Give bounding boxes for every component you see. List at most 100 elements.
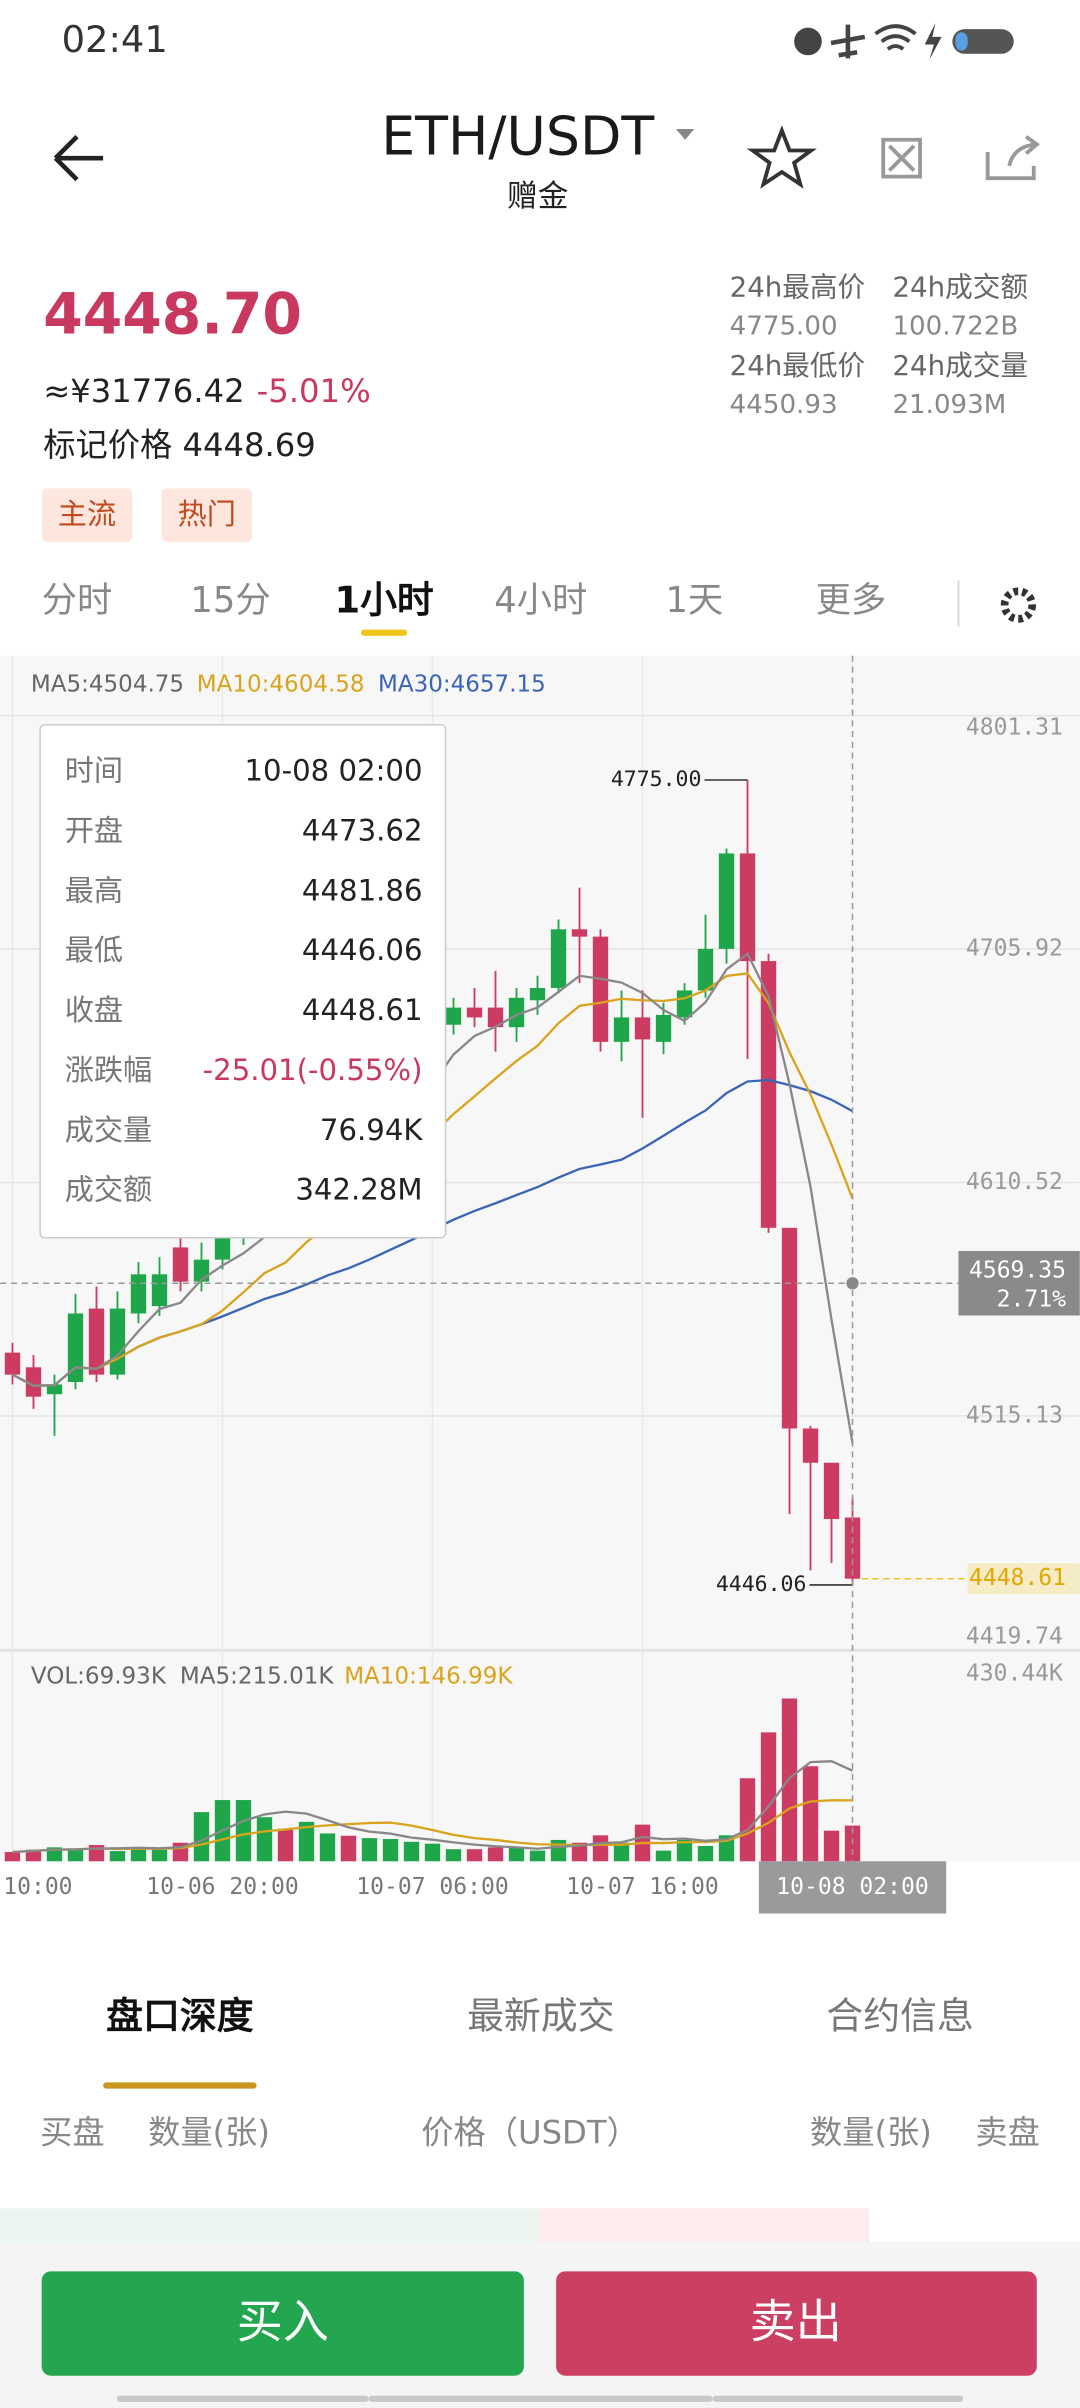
last-price-box (967, 1563, 1080, 1595)
stat-label: 24h最高价 (730, 271, 866, 304)
book-tab-underline (103, 2082, 257, 2089)
volume-bar (676, 1839, 693, 1862)
volume-bar (67, 1848, 84, 1862)
buy-button[interactable] (41, 2271, 524, 2376)
stat-label: 24h成交额 (892, 271, 1028, 304)
candle-body (67, 1313, 84, 1382)
tooltip-value: 76.94K (320, 1113, 423, 1147)
volume-bar (298, 1821, 315, 1862)
volume-bar (823, 1830, 840, 1862)
candle-body (487, 1007, 504, 1028)
book-tab[interactable]: 盘口深度 (106, 1994, 254, 2037)
tooltip (39, 724, 447, 1239)
book-header: 数量(张) (148, 2114, 270, 2152)
timeframe-tab[interactable]: 更多 (816, 580, 887, 621)
book-header: 买盘 (40, 2114, 105, 2152)
favorite-button[interactable] (746, 125, 817, 189)
tag-label: 热门 (178, 497, 236, 531)
tag-chip (161, 488, 253, 543)
ma-legend: MA10:4604.58 (197, 671, 365, 697)
stat-value: 4775.00 (730, 312, 838, 342)
volume-bar (382, 1839, 399, 1862)
volume-bar (25, 1849, 42, 1862)
vol-legend: MA10:146.99K (344, 1664, 513, 1690)
settings-hub (1013, 600, 1023, 610)
tooltip-value: 4481.86 (302, 873, 423, 907)
pair-dropdown[interactable] (675, 129, 695, 140)
timeframe-tab[interactable]: 1小时 (334, 579, 433, 622)
stat-value: 21.093M (892, 390, 1006, 420)
volume-bar (508, 1847, 525, 1862)
tooltip-label: 成交量 (65, 1113, 152, 1147)
crosshair-price: 4569.35 (969, 1257, 1066, 1283)
candle-body (760, 961, 777, 1228)
candle-body (508, 997, 525, 1028)
tooltip-label: 成交额 (65, 1173, 152, 1207)
candle-body (718, 853, 735, 949)
vol-legend: MA5:215.01K (180, 1664, 335, 1690)
fullscreen-button[interactable] (881, 137, 923, 179)
candle-body (214, 1237, 231, 1260)
candle-body (571, 929, 588, 937)
timeframe-tab[interactable]: 1天 (665, 580, 723, 621)
volume-bar (361, 1838, 378, 1862)
tooltip-value: 4446.06 (302, 933, 423, 967)
buy-label: 买入 (237, 2295, 329, 2349)
share-button[interactable] (985, 135, 1040, 181)
tooltip-value: 342.28M (295, 1173, 422, 1207)
candle-body (697, 948, 714, 991)
sell-button[interactable] (556, 2271, 1037, 2376)
candle-body (151, 1274, 168, 1307)
volume-bar (466, 1849, 483, 1862)
candle-body (172, 1247, 189, 1282)
volume-bar (571, 1842, 588, 1862)
price-change: -5.01% (257, 372, 371, 410)
tooltip-label: 开盘 (65, 813, 123, 847)
settings-button[interactable] (1000, 587, 1037, 623)
cny-price: ≈¥31776.42 (43, 372, 244, 410)
volume-bar (529, 1850, 546, 1862)
book-tab[interactable]: 合约信息 (826, 1994, 973, 2037)
timeframe-tab[interactable]: 15分 (190, 580, 270, 621)
stat-label: 24h成交量 (892, 349, 1028, 382)
candle-body (781, 1227, 798, 1429)
crosshair-dot (846, 1277, 859, 1290)
crosshair-time: 10-08 02:00 (776, 1874, 928, 1900)
wifi-icon (874, 24, 917, 51)
ma-legend: MA30:4657.15 (378, 671, 546, 697)
candle-body (46, 1384, 63, 1395)
pair-subtitle: 赠金 (507, 179, 568, 215)
candle-body (529, 988, 546, 1001)
tooltip-value: 4473.62 (302, 813, 423, 847)
volume-bar (235, 1800, 252, 1862)
candle-body (802, 1428, 819, 1463)
candle-body (109, 1308, 126, 1375)
stat-label: 24h最低价 (730, 349, 866, 382)
timeframe-underline (361, 629, 408, 636)
vol-ma5-line (12, 1760, 853, 1854)
volume-bar (151, 1849, 168, 1862)
volume-bar (655, 1850, 672, 1862)
volume-bar (109, 1851, 126, 1862)
volume-bar (193, 1812, 210, 1862)
candle-body (592, 936, 609, 1042)
crosshair-change: 2.71% (997, 1287, 1066, 1313)
pair-title[interactable]: ETH/USDT (381, 104, 654, 167)
tooltip-value: 4448.61 (302, 993, 423, 1027)
book-tab[interactable]: 最新成交 (467, 1994, 614, 2037)
tooltip-value: 10-08 02:00 (245, 753, 423, 787)
volume-bar (760, 1732, 777, 1862)
y-tick-label: 4515.13 (966, 1402, 1063, 1428)
vol-tick-label: 430.44K (966, 1660, 1063, 1686)
volume-bar (487, 1847, 504, 1862)
book-header: 数量(张) (810, 2114, 932, 2152)
timeframe-tab[interactable]: 分时 (42, 580, 113, 621)
candle-body (634, 1017, 651, 1040)
candle-body (130, 1274, 147, 1314)
timeframe-tab[interactable]: 4小时 (494, 580, 587, 621)
back-button[interactable] (53, 135, 104, 182)
volume-bar (592, 1835, 609, 1862)
stat-value: 100.722B (892, 312, 1018, 342)
